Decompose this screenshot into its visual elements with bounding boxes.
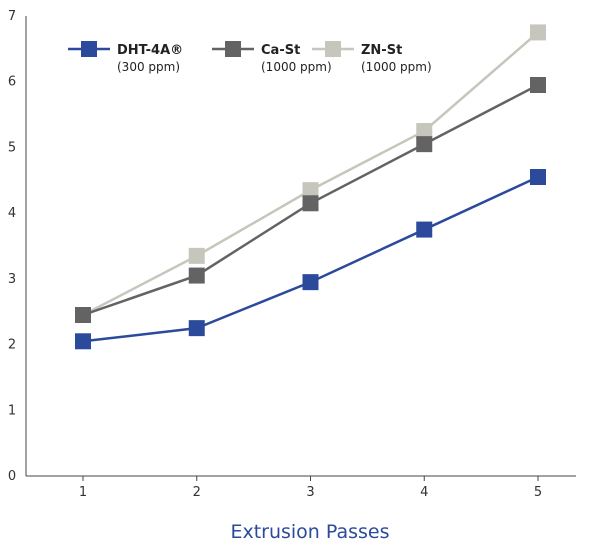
y-tick-label: 3 — [8, 272, 16, 287]
series-line — [82, 31, 539, 317]
series-1 — [75, 77, 546, 323]
y-tick-label: 5 — [8, 140, 16, 155]
legend: DHT-4A® (300 ppm) Ca-St (1000 ppm) ZN-St (100… — [68, 41, 432, 74]
data-point-marker — [188, 247, 205, 264]
series-layer — [75, 24, 546, 350]
data-point-marker — [416, 123, 433, 139]
data-point-marker — [530, 77, 546, 93]
x-tick-label: 1 — [79, 485, 87, 500]
legend-sublabel: (1000 ppm) — [261, 60, 332, 74]
legend-item: DHT-4A® (300 ppm) — [68, 41, 183, 74]
y-tick-label: 6 — [8, 75, 16, 90]
y-tick-labels: 0 1 2 3 4 5 6 7 — [8, 9, 16, 484]
chart-axes — [25, 16, 576, 477]
x-tick-label: 2 — [193, 485, 201, 500]
series-0 — [75, 169, 546, 350]
legend-item: Ca-St (1000 ppm) — [212, 41, 332, 74]
legend-label: ZN-St — [361, 43, 402, 58]
data-point-marker — [530, 24, 546, 41]
legend-marker — [325, 41, 341, 57]
legend-sublabel: (300 ppm) — [117, 60, 180, 74]
data-point-marker — [416, 221, 433, 238]
data-point-marker — [416, 136, 433, 153]
data-point-marker — [302, 182, 319, 199]
series-2 — [75, 24, 546, 323]
y-tick-label: 0 — [8, 469, 16, 484]
y-tick-label: 1 — [8, 403, 16, 418]
legend-marker — [81, 41, 97, 57]
data-point-marker — [302, 274, 319, 291]
x-tick-label: 3 — [306, 485, 314, 500]
y-tick-label: 7 — [8, 9, 16, 24]
x-tick-label: 4 — [420, 485, 428, 500]
data-point-marker — [75, 333, 91, 350]
data-point-marker — [188, 267, 205, 284]
legend-label: DHT-4A® — [117, 43, 183, 58]
y-tick-label: 2 — [8, 338, 16, 353]
data-point-marker — [530, 169, 546, 185]
legend-marker — [225, 41, 241, 57]
data-point-marker — [188, 320, 205, 337]
x-axis-title: Extrusion Passes — [230, 521, 389, 543]
legend-item: ZN-St (1000 ppm) — [312, 41, 432, 74]
legend-sublabel: (1000 ppm) — [361, 60, 432, 74]
y-tick-label: 4 — [8, 206, 16, 221]
x-tick-label: 5 — [534, 485, 542, 500]
x-tick-labels: 1 2 3 4 5 — [79, 476, 542, 500]
legend-label: Ca-St — [261, 43, 300, 58]
data-point-marker — [302, 195, 319, 212]
data-point-marker — [75, 307, 91, 323]
